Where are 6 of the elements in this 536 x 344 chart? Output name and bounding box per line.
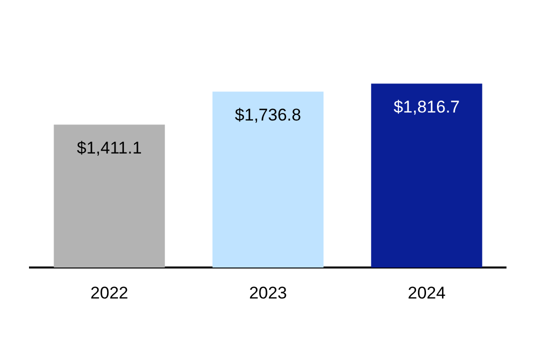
data-label: $1,816.7 <box>394 97 460 116</box>
data-label: $1,736.8 <box>234 105 302 124</box>
x-tick-label: 2023 <box>249 283 287 302</box>
data-label: $1,411.1 <box>76 138 142 158</box>
x-tick-label: 2022 <box>90 283 128 302</box>
x-tick-label: 2024 <box>408 283 446 302</box>
